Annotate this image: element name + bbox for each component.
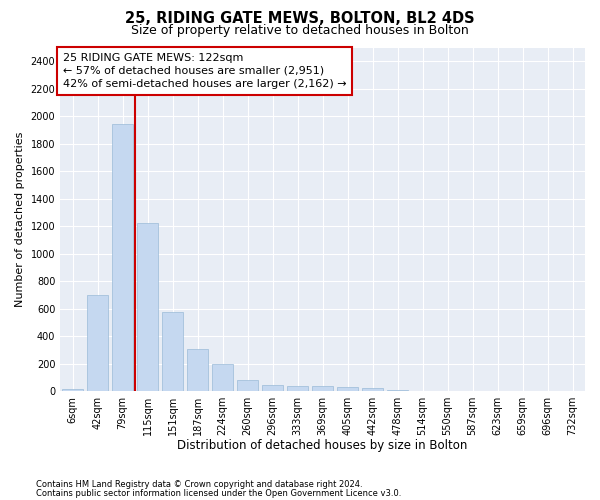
Bar [212,364,233,391]
Text: 25 RIDING GATE MEWS: 122sqm
← 57% of detached houses are smaller (2,951)
42% of : 25 RIDING GATE MEWS: 122sqm ← 57% of det… [63,52,346,89]
Bar [62,389,83,391]
Bar [312,386,333,391]
Bar [187,349,208,391]
Bar [137,222,158,391]
Y-axis label: Number of detached properties: Number of detached properties [15,132,25,307]
Bar [362,388,383,391]
X-axis label: Distribution of detached houses by size in Bolton: Distribution of detached houses by size … [178,440,468,452]
Bar [237,380,258,391]
Bar [337,387,358,391]
Bar [162,312,183,391]
Bar [387,390,408,391]
Text: Contains public sector information licensed under the Open Government Licence v3: Contains public sector information licen… [36,489,401,498]
Text: Size of property relative to detached houses in Bolton: Size of property relative to detached ho… [131,24,469,37]
Text: 25, RIDING GATE MEWS, BOLTON, BL2 4DS: 25, RIDING GATE MEWS, BOLTON, BL2 4DS [125,11,475,26]
Bar [112,124,133,391]
Text: Contains HM Land Registry data © Crown copyright and database right 2024.: Contains HM Land Registry data © Crown c… [36,480,362,489]
Bar [262,384,283,391]
Bar [87,295,108,391]
Bar [287,386,308,391]
